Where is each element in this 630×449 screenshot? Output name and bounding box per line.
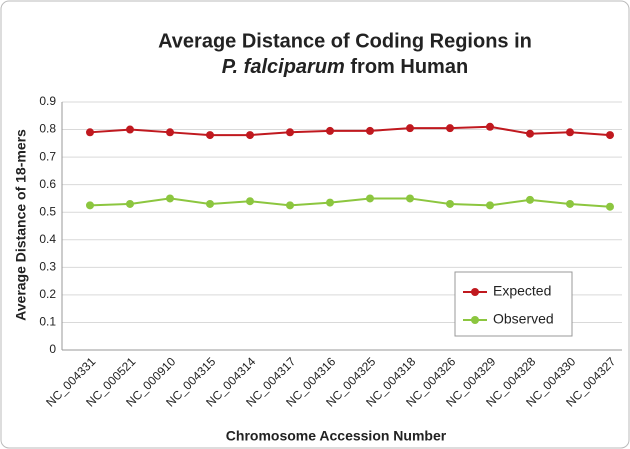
point <box>526 129 534 138</box>
y-tick-label: 0.8 <box>39 122 56 136</box>
point <box>366 194 374 203</box>
legend-marker <box>471 288 479 296</box>
chart-title-rest: from Human <box>350 56 468 78</box>
point <box>566 128 574 137</box>
point <box>286 201 294 210</box>
legend-box <box>454 271 573 337</box>
y-tick-label: 0.2 <box>39 287 56 301</box>
point <box>166 128 174 137</box>
point <box>126 125 134 134</box>
point <box>326 198 334 207</box>
point <box>486 122 494 131</box>
point <box>126 199 134 208</box>
y-tick-label: 0 <box>49 342 56 356</box>
point <box>526 195 534 204</box>
series-line <box>89 125 611 137</box>
chart-title: Average Distance of Coding Regions in <box>158 30 532 52</box>
y-tick-label: 0.3 <box>39 260 56 274</box>
point <box>446 199 454 208</box>
point <box>406 124 414 133</box>
point <box>606 131 614 140</box>
point <box>366 126 374 135</box>
point <box>206 199 214 208</box>
chart-title-italic: P. falciparum <box>222 56 345 78</box>
chart-title: P. falciparum from Human <box>222 56 468 78</box>
point <box>86 201 94 210</box>
point <box>286 128 294 137</box>
point <box>86 128 94 137</box>
legend-marker <box>471 316 479 324</box>
point <box>246 131 254 140</box>
legend-label: Observed <box>493 311 554 327</box>
y-tick-label: 0.1 <box>39 315 56 329</box>
point <box>446 124 454 133</box>
y-tick-label: 0.7 <box>39 149 56 163</box>
y-axis-label: Average Distance of 18-mers <box>13 129 29 321</box>
point <box>326 126 334 135</box>
point <box>406 194 414 203</box>
y-tick-label: 0.9 <box>39 94 56 108</box>
point <box>486 201 494 210</box>
point <box>246 197 254 206</box>
y-tick-label: 0.5 <box>39 204 56 218</box>
y-tick-label: 0.4 <box>39 232 56 246</box>
x-axis-label: Chromosome Accession Number <box>226 428 447 444</box>
legend-label: Expected <box>493 283 551 299</box>
point <box>166 194 174 203</box>
y-tick-label: 0.6 <box>39 177 56 191</box>
series-line <box>89 197 611 208</box>
point <box>206 131 214 140</box>
point <box>566 199 574 208</box>
point <box>606 202 614 211</box>
